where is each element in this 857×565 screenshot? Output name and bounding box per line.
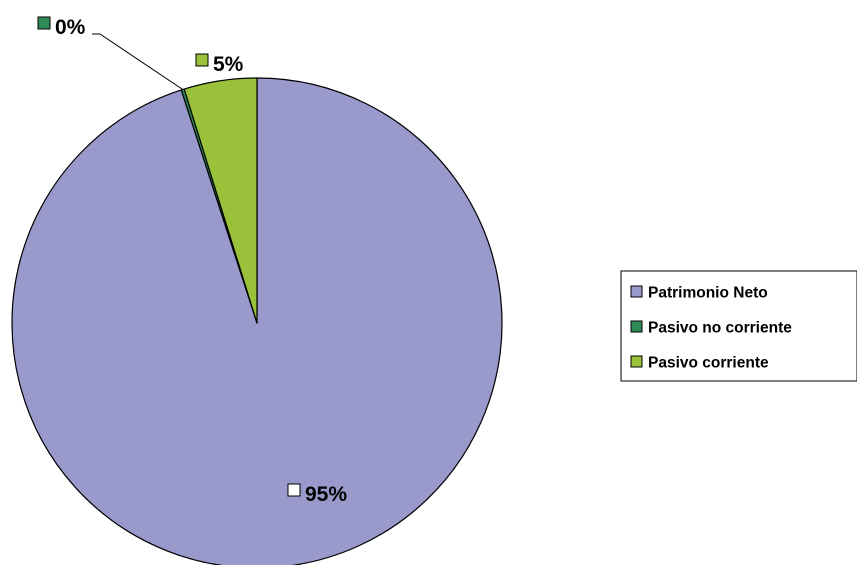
data-label-marker-pasivo-no-corriente xyxy=(37,16,51,30)
legend-swatch-pasivo-corriente xyxy=(630,355,643,368)
data-labels: 95% 0% 5% xyxy=(37,16,347,506)
data-label-pasivo-corriente: 5% xyxy=(213,53,244,76)
leader-lines xyxy=(92,33,184,90)
legend-label-pasivo-no-corriente: Pasivo no corriente xyxy=(648,320,792,337)
data-label-marker-patrimonio-neto xyxy=(287,483,301,497)
data-label-pasivo-no-corriente: 0% xyxy=(55,16,86,39)
data-label-marker-pasivo-corriente xyxy=(195,53,209,67)
pie-slice-pasivo-corriente xyxy=(183,77,258,324)
legend-swatch-pasivo-no-corriente xyxy=(630,320,643,333)
slices-layer xyxy=(11,77,503,565)
legend-swatch-patrimonio-neto xyxy=(630,285,643,298)
legend-box xyxy=(620,270,857,382)
leader-line-pasivo-no-corriente xyxy=(92,33,184,90)
data-label-patrimonio-neto: 95% xyxy=(305,483,347,506)
legend: Patrimonio Neto Pasivo no corriente Pasivo… xyxy=(620,270,857,382)
legend-items: Patrimonio Neto Pasivo no corriente Pasivo… xyxy=(630,285,792,372)
legend-label-pasivo-corriente: Pasivo corriente xyxy=(648,355,769,372)
legend-label-patrimonio-neto: Patrimonio Neto xyxy=(648,285,768,302)
